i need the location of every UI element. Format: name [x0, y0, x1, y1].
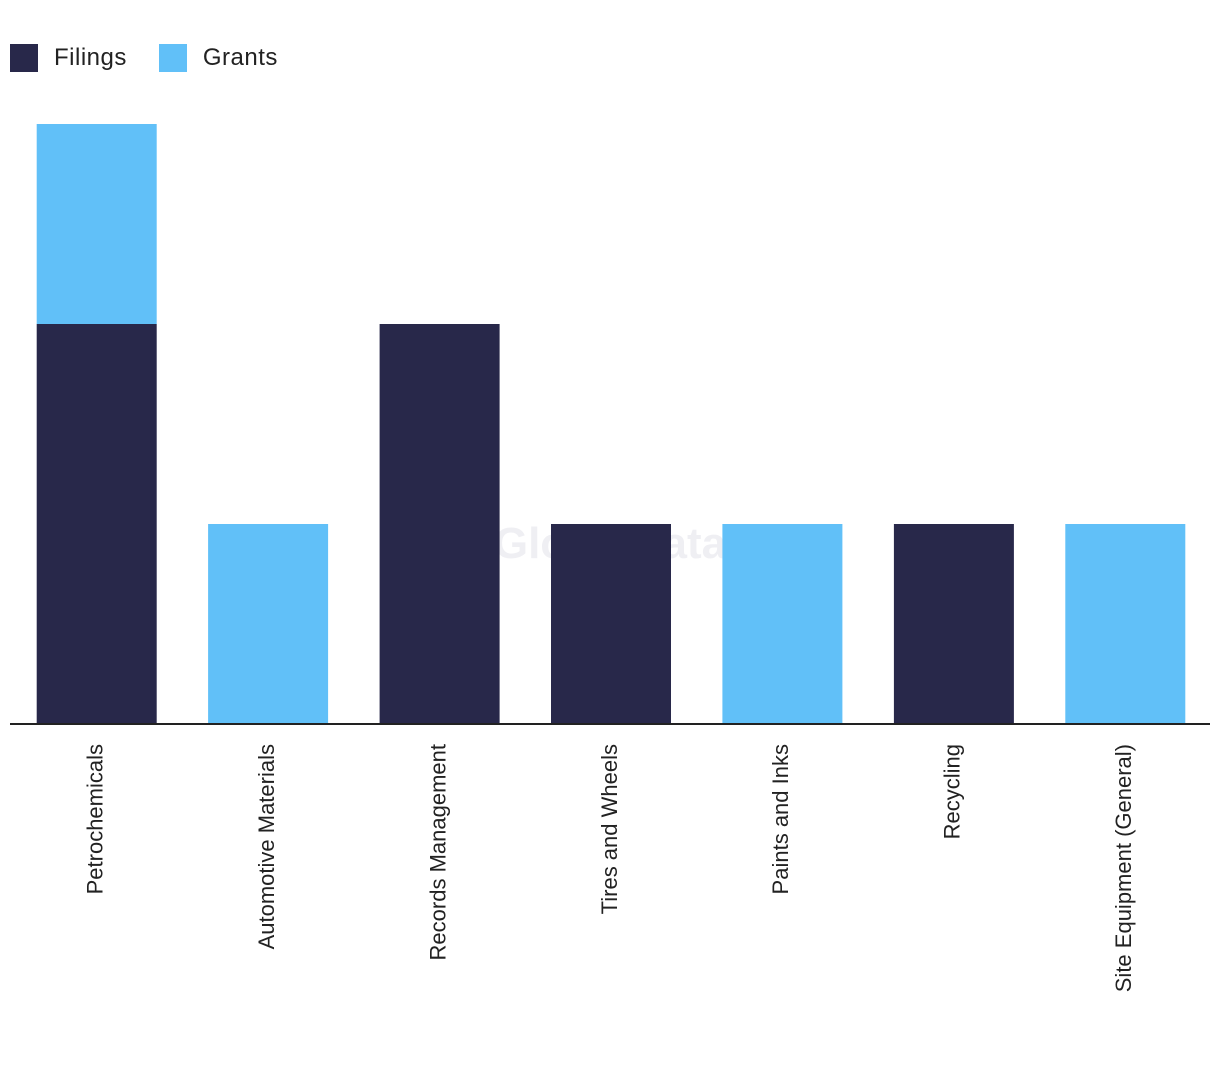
legend-item-filings: Filings [10, 44, 127, 72]
bar-filings-2 [379, 324, 500, 724]
x-tick-label: Tires and Wheels [597, 744, 622, 914]
bar-grants-6 [1065, 524, 1186, 724]
legend: Filings Grants [10, 44, 310, 72]
bar-grants-0 [36, 124, 157, 324]
x-tick-labels: Petrochemicals Automotive Materials Record… [83, 744, 1137, 992]
legend-label-grants: Grants [202, 44, 278, 71]
x-tick-label: Petrochemicals [83, 744, 108, 894]
bar-filings-5 [893, 524, 1014, 724]
bar-filings-3 [551, 524, 671, 724]
x-tick-label: Recycling [940, 744, 965, 839]
bars-group [36, 124, 1186, 724]
legend-swatch-filings [10, 44, 38, 72]
bar-grants-4 [722, 524, 843, 724]
legend-swatch-grants [158, 44, 187, 72]
bar-filings-0 [36, 324, 157, 724]
bar-grants-1 [208, 524, 329, 724]
legend-label-filings: Filings [54, 44, 127, 71]
x-tick-label: Paints and Inks [768, 744, 793, 894]
x-tick-label: Records Management [425, 744, 450, 960]
x-tick-label: Automotive Materials [254, 744, 279, 949]
legend-item-grants: Grants [158, 44, 278, 72]
x-tick-label: Site Equipment (General) [1111, 744, 1136, 992]
